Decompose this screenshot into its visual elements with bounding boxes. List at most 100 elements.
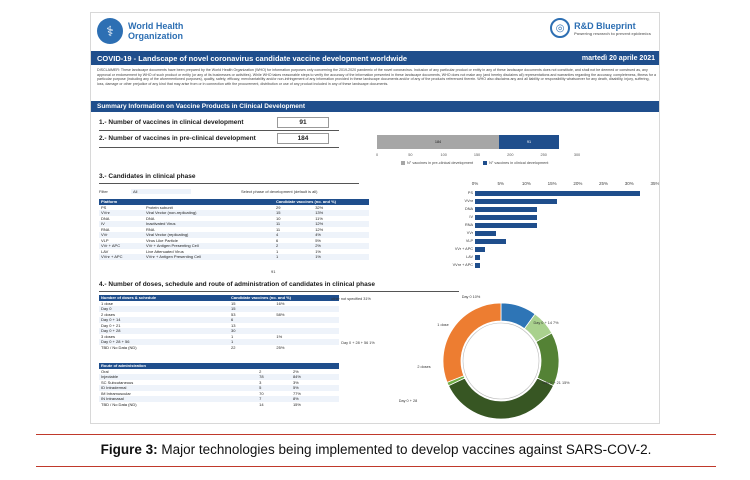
doses-cell-c: [274, 317, 339, 323]
rd-blueprint-tagline: Powering research to prevent epidemics: [574, 30, 651, 36]
caption-rule-bottom: [36, 466, 716, 467]
platform-cell-pct: 4%: [313, 232, 369, 238]
platform-cell-n: 1: [274, 254, 314, 260]
platform-cell-code: VLP: [101, 237, 109, 243]
route-row: IN Intranasal 7 8%: [99, 396, 339, 402]
route-cell-a: SC Subcutaneous: [101, 379, 134, 385]
clinical-count-value: 91: [277, 117, 329, 128]
platform-bar-label: IV: [469, 214, 473, 219]
platform-cell-name: DNA: [146, 215, 155, 221]
platform-cell-pct: 32%: [315, 204, 324, 210]
platform-cell-code: RNA: [101, 226, 110, 232]
doses-row: 3 doses 1 1%: [99, 334, 339, 340]
banner-date: martedì 20 aprile 2021: [581, 54, 655, 62]
stack-axis-tick: 200: [507, 153, 514, 157]
route-cell-b: 70: [259, 390, 264, 396]
doses-cell-c: 25%: [276, 344, 285, 350]
route-cell-c: 2%: [292, 368, 299, 374]
doses-cell-b: 15: [231, 300, 236, 306]
doses-cell-c: 58%: [276, 311, 285, 317]
platform-cell-n: 10: [276, 215, 281, 221]
donut-label: Day 0 10%: [461, 295, 481, 299]
doses-cell-a: 2 doses: [101, 311, 116, 317]
doses-cell-a: Day 0 + 14: [99, 317, 229, 323]
doses-cell-b: 1: [229, 339, 275, 345]
legend-swatch: [401, 161, 405, 165]
who-logo: ⚕ World Health Organization: [97, 18, 183, 44]
platform-axis-tick: 0%: [471, 181, 479, 186]
doses-row: Day 0 + 21 13: [99, 323, 339, 329]
platform-axis-tick: 20%: [573, 181, 583, 186]
route-cell-a: IN Intranasal: [99, 396, 258, 402]
doses-cell-a: Day 0 + 28: [99, 328, 229, 334]
platform-bar: [475, 207, 537, 212]
platform-bar-label: DNA: [464, 206, 473, 211]
doses-cell-c: [274, 328, 339, 334]
doses-cell-a: 3 doses: [101, 333, 116, 339]
filter-label: Filter: [99, 189, 108, 194]
platform-cell-name: Inactivated Virus: [144, 221, 274, 227]
platform-cell-name: Live Attenuated Virus: [146, 248, 184, 254]
platform-cell-name: VVnr + Antigen Presenting Cell: [144, 254, 274, 260]
doses-cell-b: 15: [229, 306, 275, 312]
route-cell-c: 5%: [290, 385, 339, 391]
platform-bar-label: VVnr: [464, 198, 473, 203]
doses-cell-c: 1%: [276, 333, 283, 339]
rd-blueprint-icon: ◎: [550, 18, 571, 38]
platform-axis-tick: 25%: [599, 181, 609, 186]
route-row: Injectable 78 84%: [99, 374, 339, 380]
doses-cell-b: 6: [229, 317, 275, 323]
platform-bar: [475, 255, 481, 260]
legend-preclinical: N° vaccines in pre-clinical development: [407, 161, 474, 165]
donut-label: Day 0 + 28 + 56 1%: [341, 341, 375, 345]
summary-section-title: Summary Information on Vaccine Products …: [91, 101, 659, 112]
stack-clinical: 91: [499, 135, 559, 149]
platform-axis-tick: 5%: [497, 181, 504, 186]
platform-cell-name: Viral Vector (replicating): [144, 232, 274, 238]
platform-row: VVnr + APC VVnr + Antigen Presenting Cell…: [99, 254, 369, 260]
platform-axis-tick: 10%: [521, 181, 531, 186]
route-cell-c: 77%: [292, 390, 301, 396]
doses-cell-c: [274, 339, 339, 345]
platform-row: PS Protein subunit 29 32%: [99, 205, 369, 211]
donut-label: Day 0 + 21 15%: [542, 381, 570, 385]
donut-inner-ring: [462, 322, 540, 400]
donut-label: Day 0 + 14 7%: [533, 321, 559, 325]
doses-cell-b: 13: [231, 322, 236, 328]
platform-cell-pct: 1%: [315, 248, 321, 254]
route-cell-b: 5: [257, 385, 291, 391]
doses-cell-a: Day 0 + 21: [101, 322, 121, 328]
doses-cell-a: Day 0: [99, 306, 229, 312]
who-emblem-icon: ⚕: [97, 18, 123, 44]
platform-cell-name: RNA: [146, 226, 155, 232]
route-cell-a: Injectable: [99, 374, 258, 380]
platform-cell-code: IV: [99, 221, 144, 227]
platform-cell-n: 6: [276, 237, 279, 243]
platform-cell-n: 4: [274, 232, 314, 238]
stack-axis: 0 50 100 150 200 250 300: [376, 153, 580, 159]
platform-cell-code: VVnr + APC: [99, 254, 144, 260]
platform-bar-label: VVnr + APC: [452, 262, 473, 267]
route-cell-c: 84%: [290, 374, 339, 380]
route-cell-a: ID Intradermal: [99, 385, 258, 391]
platform-bar-label: LAV: [466, 254, 473, 259]
col-count: Candidate vaccines (no. and %): [274, 199, 369, 205]
filter-select[interactable]: All: [131, 189, 191, 194]
platform-bar: [475, 263, 481, 268]
clinical-count-label: 1.- Number of vaccines in clinical devel…: [99, 119, 244, 126]
stack-legend: N° vaccines in pre-clinical development …: [401, 161, 548, 165]
platform-cell-pct: 11%: [315, 215, 323, 221]
platform-cell-n: 2: [274, 243, 314, 249]
stack-axis-tick: 250: [540, 153, 547, 157]
who-name-line2: Organization: [128, 31, 184, 41]
platform-bar-label: RNA: [464, 222, 473, 227]
doses-cell-a: Day 0 + 28 + 56: [99, 339, 229, 345]
platform-bar: [475, 223, 537, 228]
divider: [99, 147, 339, 148]
platform-cell-n: 1: [276, 248, 279, 254]
stack-preclinical: 184: [377, 135, 499, 149]
disclaimer-text: DISCLAIMER: These landscape documents ha…: [97, 68, 657, 86]
divider: [99, 291, 459, 292]
platform-cell-n: 11: [276, 226, 281, 232]
doses-cell-b: 53: [231, 311, 236, 317]
